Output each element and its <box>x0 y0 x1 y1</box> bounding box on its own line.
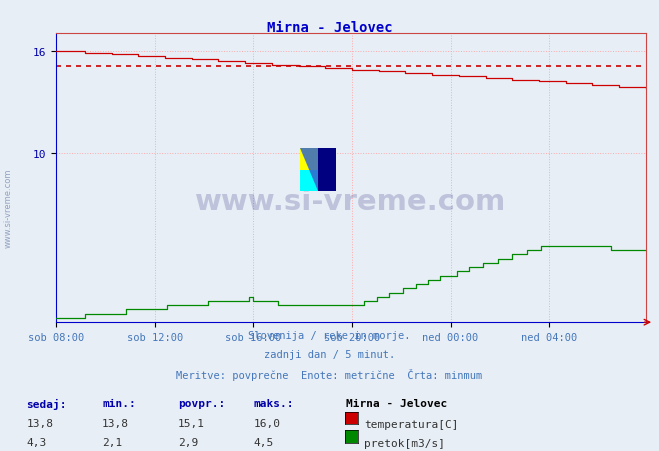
Text: sedaj:: sedaj: <box>26 398 67 409</box>
Text: 4,5: 4,5 <box>254 437 274 447</box>
Text: povpr.:: povpr.: <box>178 398 225 408</box>
Text: temperatura[C]: temperatura[C] <box>364 419 458 429</box>
Text: 13,8: 13,8 <box>102 419 129 428</box>
Text: zadnji dan / 5 minut.: zadnji dan / 5 minut. <box>264 349 395 359</box>
Text: 16,0: 16,0 <box>254 419 281 428</box>
Text: maks.:: maks.: <box>254 398 294 408</box>
Text: Mirna - Jelovec: Mirna - Jelovec <box>346 398 447 408</box>
Text: www.si-vreme.com: www.si-vreme.com <box>3 168 13 247</box>
Text: 4,3: 4,3 <box>26 437 47 447</box>
Text: pretok[m3/s]: pretok[m3/s] <box>364 438 445 448</box>
Text: 2,1: 2,1 <box>102 437 123 447</box>
Text: www.si-vreme.com: www.si-vreme.com <box>195 187 507 215</box>
Text: 15,1: 15,1 <box>178 419 205 428</box>
Text: 2,9: 2,9 <box>178 437 198 447</box>
Text: 13,8: 13,8 <box>26 419 53 428</box>
Text: Meritve: povprečne  Enote: metrične  Črta: minmum: Meritve: povprečne Enote: metrične Črta:… <box>177 368 482 380</box>
Text: min.:: min.: <box>102 398 136 408</box>
Text: Slovenija / reke in morje.: Slovenija / reke in morje. <box>248 330 411 340</box>
Text: Mirna - Jelovec: Mirna - Jelovec <box>267 21 392 35</box>
